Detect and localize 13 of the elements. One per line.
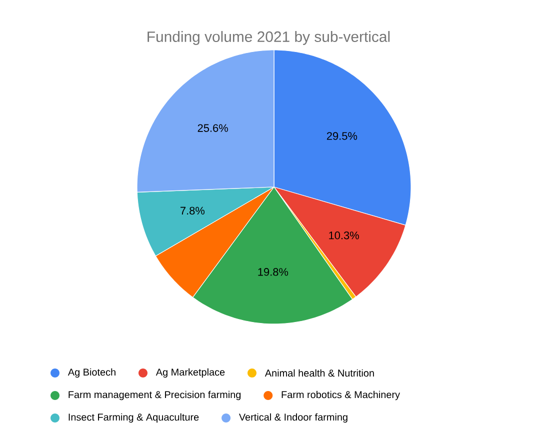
legend-label: Farm robotics & Machinery [282, 390, 400, 400]
data-label: 7.8% [180, 206, 205, 215]
legend-label: Ag Biotech [68, 368, 116, 378]
legend-label: Insect Farming & Aquaculture [68, 413, 199, 423]
legend-label: Ag Marketplace [156, 368, 225, 378]
data-label: 25.6% [198, 124, 228, 132]
legend-label: Animal health & Nutrition [264, 369, 374, 377]
legend-label: Vertical & Indoor farming [238, 413, 348, 423]
data-label: 19.8% [258, 268, 288, 276]
data-label: 10.3% [329, 232, 359, 240]
legend-label: Farm management & Precision farming [68, 390, 241, 400]
data-label: 29.5% [326, 132, 358, 140]
chart-title: Funding volume 2021 by sub-vertical [148, 31, 390, 45]
